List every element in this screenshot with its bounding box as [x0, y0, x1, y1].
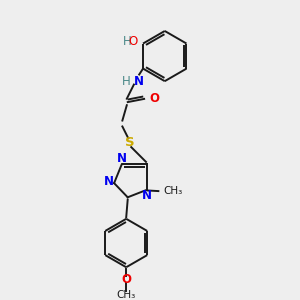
Text: O: O: [149, 92, 159, 105]
Text: CH₃: CH₃: [163, 186, 182, 197]
Text: N: N: [134, 74, 144, 88]
Text: N: N: [142, 189, 152, 202]
Text: O: O: [128, 35, 138, 48]
Text: S: S: [125, 136, 135, 149]
Text: H: H: [122, 74, 130, 88]
Text: H: H: [123, 35, 132, 48]
Text: O: O: [121, 273, 131, 286]
Text: CH₃: CH₃: [117, 290, 136, 300]
Text: N: N: [104, 176, 114, 188]
Text: N: N: [116, 152, 127, 165]
